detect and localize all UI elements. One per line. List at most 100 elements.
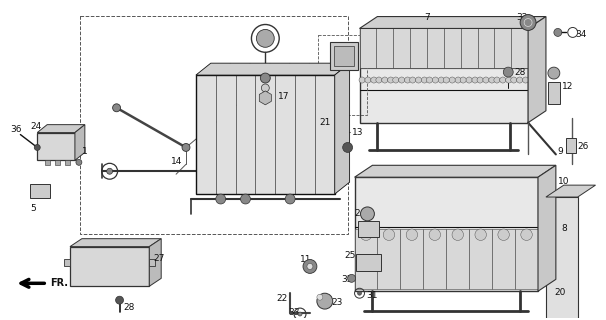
Circle shape: [405, 77, 411, 83]
Text: 9: 9: [558, 148, 564, 156]
Circle shape: [477, 77, 483, 83]
Circle shape: [520, 15, 536, 30]
Circle shape: [399, 77, 405, 83]
Text: 8: 8: [562, 224, 568, 233]
Bar: [359, 28, 376, 68]
Circle shape: [241, 194, 250, 204]
Circle shape: [342, 142, 353, 152]
Bar: [295, 75, 315, 194]
Circle shape: [298, 312, 302, 316]
Circle shape: [365, 77, 371, 83]
Text: 17: 17: [278, 92, 290, 101]
Circle shape: [498, 229, 510, 240]
Circle shape: [483, 77, 489, 83]
Bar: [334, 46, 353, 66]
Circle shape: [393, 77, 399, 83]
Polygon shape: [359, 17, 546, 28]
Circle shape: [429, 229, 441, 240]
Circle shape: [371, 77, 377, 83]
Bar: [80, 16, 348, 234]
Bar: [548, 82, 560, 104]
Circle shape: [504, 67, 513, 77]
Text: 1: 1: [82, 148, 88, 156]
Text: 2: 2: [355, 209, 360, 218]
Bar: [546, 197, 578, 320]
Bar: [330, 42, 358, 70]
Bar: [356, 253, 381, 271]
Circle shape: [376, 77, 382, 83]
Circle shape: [388, 77, 394, 83]
Text: 7: 7: [424, 12, 430, 21]
Circle shape: [427, 77, 433, 83]
Text: 32: 32: [516, 12, 528, 21]
Text: 28: 28: [514, 68, 525, 77]
Circle shape: [548, 67, 560, 79]
Polygon shape: [335, 63, 350, 194]
Bar: [216, 75, 236, 194]
Bar: [55, 160, 60, 165]
Text: 21: 21: [320, 118, 331, 127]
Circle shape: [113, 104, 121, 112]
Bar: [64, 259, 70, 267]
Text: 11: 11: [300, 254, 311, 264]
Circle shape: [348, 274, 356, 282]
Circle shape: [421, 77, 427, 83]
Text: FR.: FR.: [50, 278, 68, 288]
Circle shape: [452, 229, 464, 240]
Circle shape: [317, 293, 333, 309]
Text: 20: 20: [554, 288, 565, 297]
Bar: [355, 177, 538, 291]
Circle shape: [449, 77, 455, 83]
Text: 36: 36: [10, 125, 22, 134]
Circle shape: [382, 77, 388, 83]
Bar: [401, 229, 424, 289]
Polygon shape: [538, 165, 556, 291]
Circle shape: [521, 229, 532, 240]
Circle shape: [438, 77, 444, 83]
Bar: [515, 229, 538, 289]
Text: 10: 10: [558, 177, 570, 186]
Bar: [70, 247, 149, 286]
Circle shape: [466, 77, 472, 83]
Bar: [393, 28, 410, 68]
Bar: [378, 229, 401, 289]
Text: 30: 30: [335, 74, 346, 83]
Circle shape: [116, 296, 124, 304]
Circle shape: [444, 77, 450, 83]
Text: 26: 26: [578, 141, 589, 150]
Circle shape: [216, 194, 225, 204]
Bar: [196, 75, 335, 194]
Circle shape: [261, 84, 269, 92]
Text: 5: 5: [30, 204, 36, 213]
Polygon shape: [75, 125, 85, 160]
Circle shape: [406, 229, 418, 240]
Bar: [469, 229, 492, 289]
Text: 35: 35: [342, 276, 353, 284]
Text: 27: 27: [153, 253, 165, 262]
Bar: [45, 160, 50, 165]
Circle shape: [475, 229, 487, 240]
Text: 14: 14: [171, 157, 182, 166]
Circle shape: [511, 77, 517, 83]
Circle shape: [35, 144, 40, 150]
Text: 33: 33: [288, 308, 299, 317]
Bar: [446, 229, 469, 289]
Circle shape: [410, 77, 416, 83]
Circle shape: [107, 168, 113, 174]
Circle shape: [261, 73, 270, 83]
Bar: [492, 229, 515, 289]
Bar: [427, 28, 444, 68]
Polygon shape: [196, 63, 350, 75]
Circle shape: [455, 77, 461, 83]
Bar: [478, 28, 494, 68]
Bar: [444, 28, 461, 68]
Circle shape: [432, 77, 438, 83]
Circle shape: [416, 77, 422, 83]
Bar: [566, 138, 576, 153]
Bar: [37, 132, 75, 160]
Circle shape: [303, 260, 317, 273]
Circle shape: [505, 77, 511, 83]
Text: 22: 22: [276, 294, 287, 303]
Circle shape: [494, 77, 500, 83]
Polygon shape: [546, 185, 596, 197]
